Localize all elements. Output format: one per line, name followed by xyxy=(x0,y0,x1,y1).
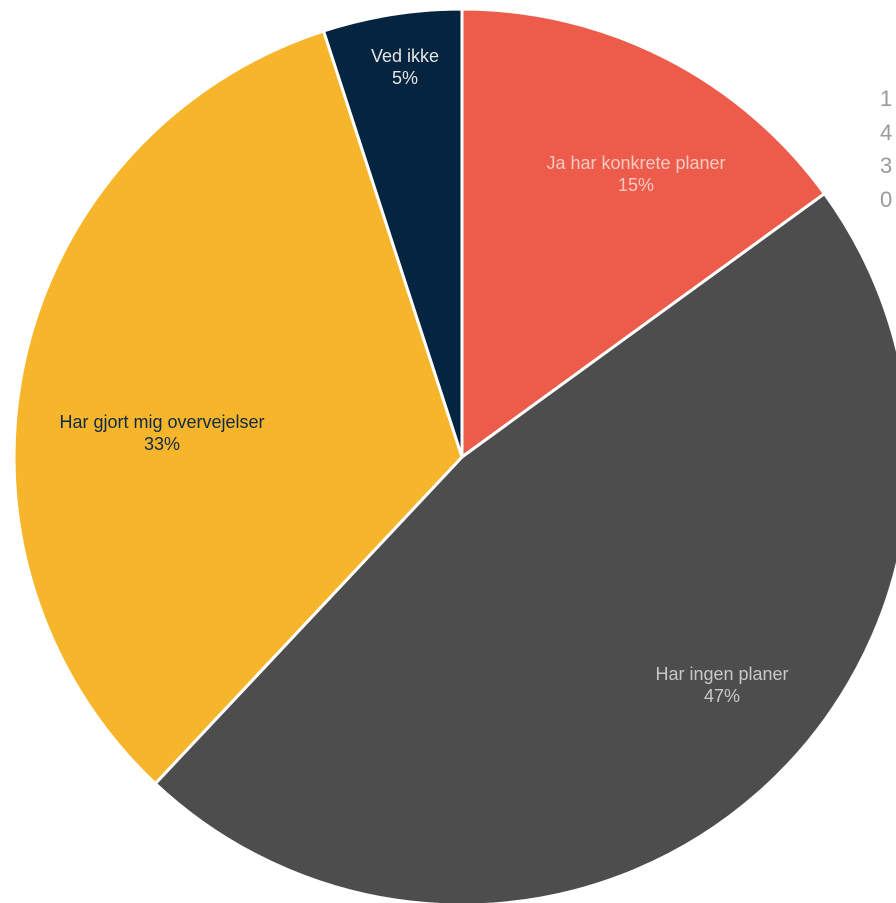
slice-category-label: Ved ikke xyxy=(371,46,439,66)
pie-slice-3 xyxy=(322,7,464,459)
slice-percent-label: 33% xyxy=(144,434,180,454)
side-value-4: 0 xyxy=(880,186,893,212)
cropped-side-values: 1 4 3 0 xyxy=(880,82,892,216)
slice-percent-label: 47% xyxy=(704,686,740,706)
side-value-3: 3 xyxy=(880,153,893,178)
side-value-1: 1 xyxy=(880,86,893,111)
pie-slice-0 xyxy=(460,7,826,459)
slice-label-3: Ved ikke 5% xyxy=(371,46,439,88)
slice-category-label: Har gjort mig overvejelser xyxy=(59,412,264,432)
slice-percent-label: 5% xyxy=(392,68,418,88)
pie-slice-1 xyxy=(153,192,896,903)
slice-category-label: Har ingen planer xyxy=(655,664,788,684)
slice-percent-label: 15% xyxy=(618,175,654,195)
slice-label-1: Har ingen planer 47% xyxy=(655,664,788,706)
side-value-2: 4 xyxy=(880,119,893,145)
slice-label-2: Har gjort mig overvejelser 33% xyxy=(59,412,264,454)
slice-category-label: Ja har konkrete planer xyxy=(546,153,725,173)
slice-label-0: Ja har konkrete planer 15% xyxy=(546,153,725,195)
pie-slice-2 xyxy=(12,29,464,786)
